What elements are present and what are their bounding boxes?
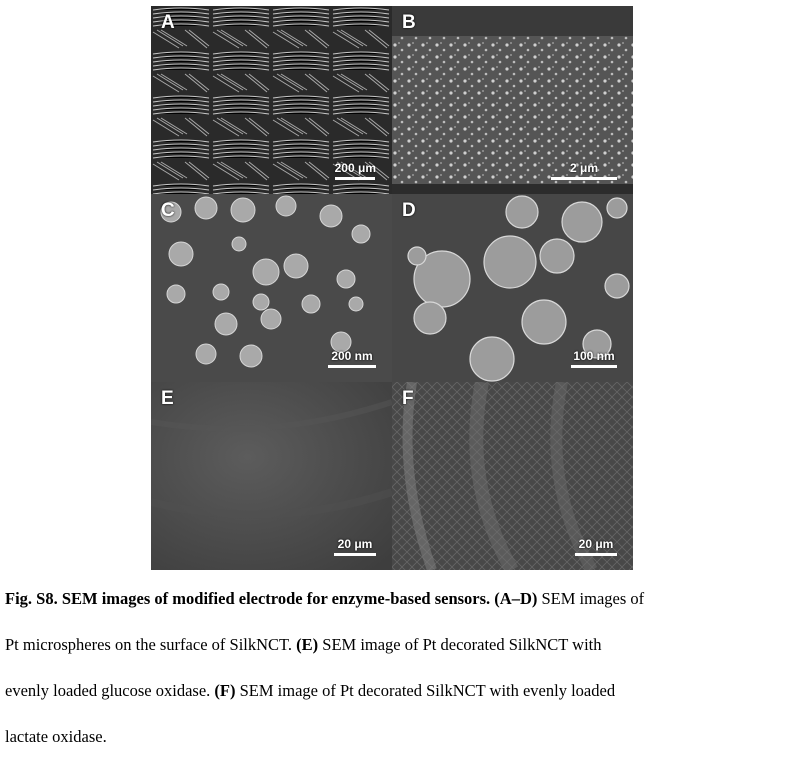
panel-f-scale-text: 20 μm — [578, 537, 614, 551]
caption-ref-e: (E) — [296, 635, 319, 654]
panel-b-label: B — [402, 12, 416, 33]
caption-line-4: lactate oxidase. — [5, 726, 785, 772]
panel-b-scale-text: 2 μm — [569, 161, 599, 175]
caption-line-1: Fig. S8. SEM images of modified electrod… — [5, 588, 785, 634]
caption-title: Fig. S8. SEM images of modified electrod… — [5, 589, 491, 608]
sem-figure: A 200 μm B 2 μm — [151, 6, 633, 570]
panel-c-image — [151, 194, 392, 382]
panel-c-scale-bar: 200 nm — [328, 349, 376, 368]
panel-c: C 200 nm — [151, 194, 392, 382]
panel-d-scale-text: 100 nm — [573, 349, 615, 363]
panel-f-image — [392, 382, 633, 570]
panel-e: E 20 μm — [151, 382, 392, 570]
panel-e-scale-text: 20 μm — [337, 537, 373, 551]
panel-f-label: F — [402, 388, 414, 409]
caption-text-ad-1: SEM images of — [537, 589, 645, 608]
panel-b-scale-bar: 2 μm — [551, 161, 617, 180]
panel-f-scale-bar: 20 μm — [575, 537, 617, 556]
panel-e-label: E — [161, 388, 174, 409]
caption-ref-f: (F) — [214, 681, 236, 700]
caption-text-f-2: lactate oxidase. — [5, 727, 107, 746]
panel-e-image — [151, 382, 392, 570]
panel-d-image — [392, 194, 633, 382]
panel-c-scale-text: 200 nm — [331, 349, 373, 363]
panel-d-scale-bar: 100 nm — [571, 349, 617, 368]
panel-b-image — [392, 6, 633, 194]
caption-line-2: Pt microspheres on the surface of SilkNC… — [5, 634, 785, 680]
figure-caption: Fig. S8. SEM images of modified electrod… — [5, 588, 785, 772]
panel-a-scale-text: 200 μm — [334, 161, 376, 175]
panel-c-label: C — [161, 200, 175, 221]
caption-text-ad-2: Pt microspheres on the surface of SilkNC… — [5, 635, 293, 654]
caption-ref-ad: (A–D) — [494, 589, 538, 608]
caption-text-e-1: SEM image of Pt decorated SilkNCT with — [318, 635, 602, 654]
caption-text-f-1: SEM image of Pt decorated SilkNCT with e… — [235, 681, 616, 700]
panel-d: D 100 nm — [392, 194, 633, 382]
panel-a-scale-bar: 200 μm — [335, 161, 376, 180]
panel-e-scale-bar: 20 μm — [334, 537, 376, 556]
panel-a-image — [151, 6, 392, 194]
panel-a-label: A — [161, 12, 175, 33]
panel-d-label: D — [402, 200, 416, 221]
panel-b: B 2 μm — [392, 6, 633, 194]
panel-a: A 200 μm — [151, 6, 392, 194]
panel-f: F 20 μm — [392, 382, 633, 570]
caption-text-e-2: evenly loaded glucose oxidase. — [5, 681, 211, 700]
caption-line-3: evenly loaded glucose oxidase. (F) SEM i… — [5, 680, 785, 726]
